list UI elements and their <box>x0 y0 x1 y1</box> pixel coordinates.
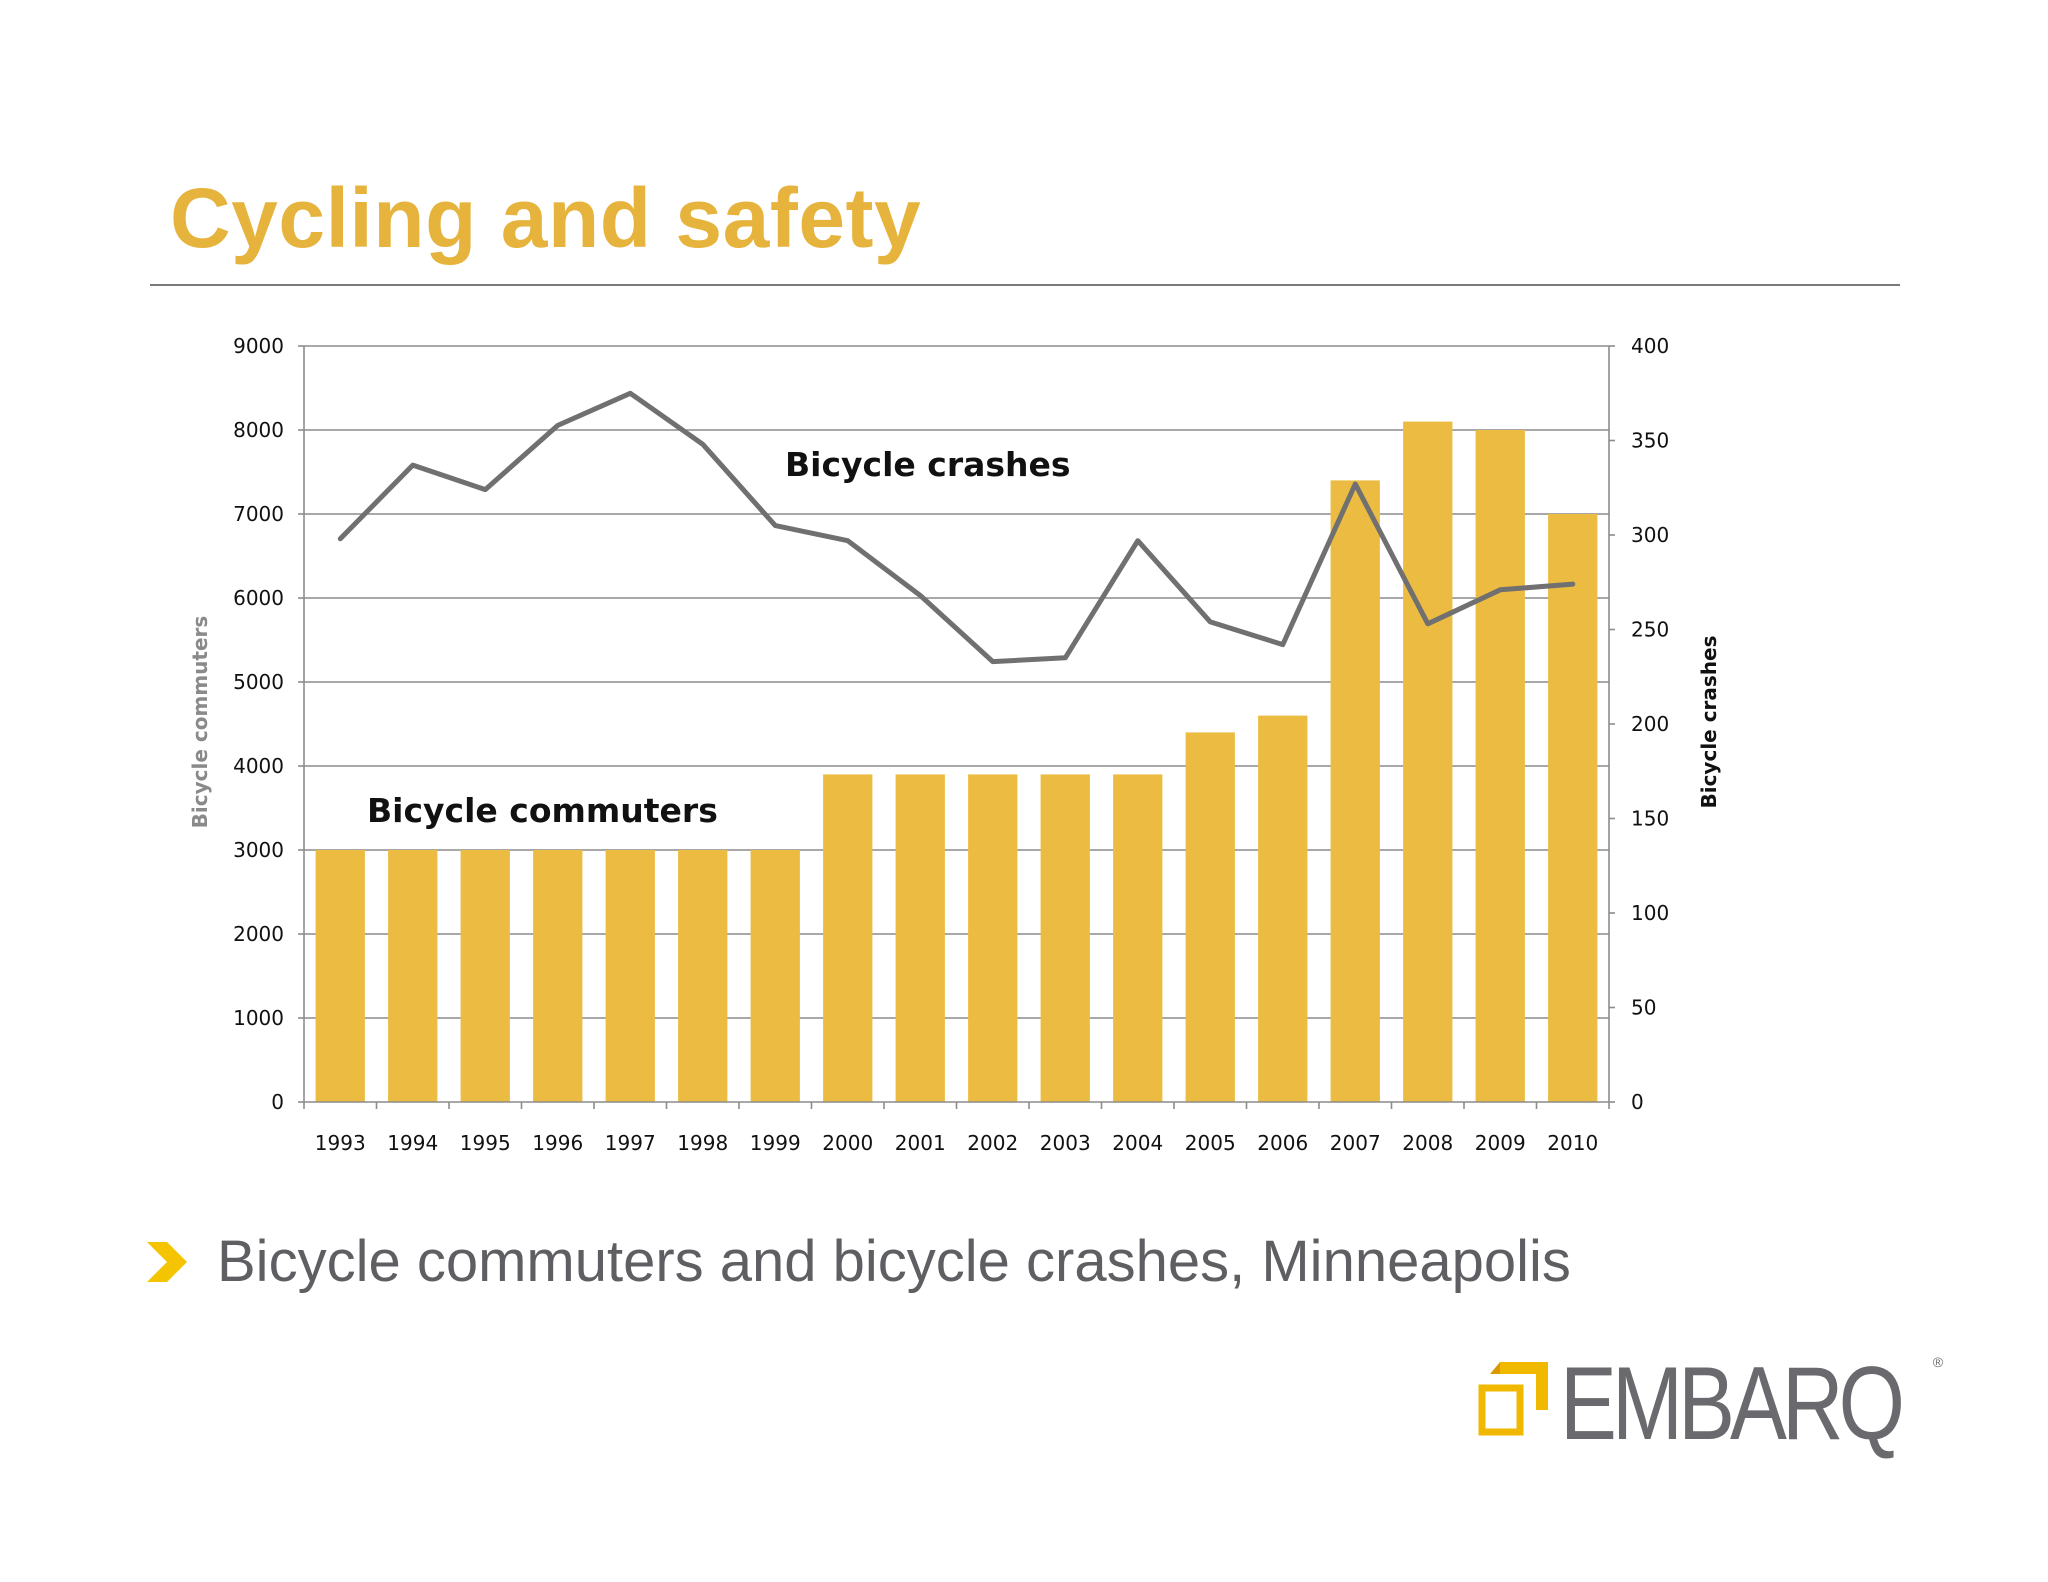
y-tick-label: 0 <box>271 1090 284 1114</box>
x-tick-label: 1997 <box>605 1131 656 1155</box>
bar <box>823 774 873 1102</box>
x-tick-label: 2004 <box>1112 1131 1163 1155</box>
bar <box>388 850 438 1102</box>
x-tick-label: 2005 <box>1185 1131 1236 1155</box>
x-tick-label: 2002 <box>967 1131 1018 1155</box>
y-tick-label: 2000 <box>233 922 284 946</box>
bar <box>895 774 945 1102</box>
x-tick-label: 2009 <box>1475 1131 1526 1155</box>
bar <box>605 850 655 1102</box>
y-tick-label: 5000 <box>233 670 284 694</box>
x-tick-label: 1995 <box>460 1131 511 1155</box>
y-axis-label-commuters: Bicycle commuters <box>188 616 212 829</box>
y-tick-label: 7000 <box>233 502 284 526</box>
bar <box>750 850 800 1102</box>
x-tick-label: 1994 <box>387 1131 438 1155</box>
bar <box>1185 732 1235 1102</box>
slide-title: Cycling and safety <box>170 171 922 265</box>
x-tick-label: 2010 <box>1547 1131 1598 1155</box>
bar <box>460 850 510 1102</box>
crashes-line <box>337 390 1576 665</box>
y2-tick-label: 250 <box>1631 618 1669 642</box>
caption-bullet: Bicycle commuters and bicycle crashes, M… <box>145 1228 1571 1295</box>
x-tick-label: 1993 <box>315 1131 366 1155</box>
y2-tick-label: 50 <box>1631 996 1656 1020</box>
bar <box>533 850 583 1102</box>
bicycle-chart: 0 1000 2000 3000 4000 5000 6000 7000 8000 9000 0 50… <box>188 334 1721 1155</box>
y2-tick-label: 0 <box>1631 1090 1644 1114</box>
embarq-squares-icon <box>1478 1362 1548 1436</box>
annotation-bicycle-commuters: Bicycle commuters <box>367 791 718 830</box>
bar <box>1548 514 1598 1102</box>
y-tick-label: 6000 <box>233 586 284 610</box>
y-axis-label-crashes: Bicycle crashes <box>1697 635 1721 808</box>
y-tick-label: 3000 <box>233 838 284 862</box>
x-tick-label: 1998 <box>677 1131 728 1155</box>
x-tick-label: 1996 <box>532 1131 583 1155</box>
bar <box>678 850 728 1102</box>
annotation-bicycle-crashes: Bicycle crashes <box>785 445 1071 484</box>
bar <box>1040 774 1090 1102</box>
x-tick-label: 2008 <box>1402 1131 1453 1155</box>
axes <box>298 345 1615 1109</box>
title-divider <box>150 284 1900 286</box>
y2-tick-label: 400 <box>1631 334 1669 358</box>
x-tick-label: 2000 <box>822 1131 873 1155</box>
y-tick-label: 4000 <box>233 754 284 778</box>
y-tick-label: 8000 <box>233 418 284 442</box>
registered-mark: ® <box>1932 1354 1944 1370</box>
chart-caption: Bicycle commuters and bicycle crashes, M… <box>217 1229 1571 1294</box>
bar <box>1330 480 1380 1102</box>
x-tick-label: 2006 <box>1257 1131 1308 1155</box>
y-tick-label: 1000 <box>233 1006 284 1030</box>
y2-tick-label: 300 <box>1631 523 1669 547</box>
bar <box>1403 421 1453 1103</box>
bar <box>968 774 1018 1102</box>
gridlines <box>304 345 1609 1019</box>
x-tick-label: 2001 <box>895 1131 946 1155</box>
x-tick-label: 2007 <box>1330 1131 1381 1155</box>
bar <box>1475 430 1525 1102</box>
embarq-logo: EMBARQ ® <box>1478 1352 1943 1456</box>
x-tick-label: 1999 <box>750 1131 801 1155</box>
y2-tick-label: 150 <box>1631 807 1669 831</box>
bar-series-commuters <box>315 421 1598 1103</box>
bar <box>1258 715 1308 1102</box>
chevron-right-icon <box>147 1241 187 1282</box>
y2-tick-label: 200 <box>1631 712 1669 736</box>
y2-tick-label: 100 <box>1631 901 1669 925</box>
tick-labels: 0 1000 2000 3000 4000 5000 6000 7000 8000 9000 0 50… <box>233 334 1669 1155</box>
bar <box>315 850 365 1102</box>
bar <box>1113 774 1163 1102</box>
logo-text: EMBARQ <box>1560 1346 1905 1462</box>
line-series-crashes <box>337 390 1576 665</box>
x-tick-label: 2003 <box>1040 1131 1091 1155</box>
y2-tick-label: 350 <box>1631 429 1669 453</box>
y-tick-label: 9000 <box>233 334 284 358</box>
